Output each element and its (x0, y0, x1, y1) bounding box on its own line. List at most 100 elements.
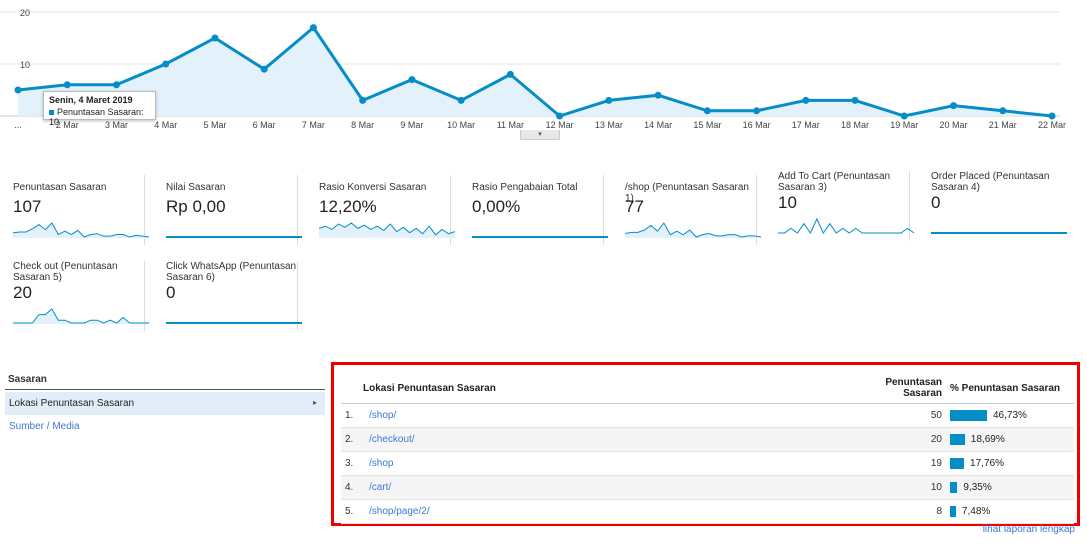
tooltip-title: Senin, 4 Maret 2019 (49, 95, 133, 105)
metric-order-placed[interactable]: Order Placed (Penuntasan Sasaran 4) 0 (918, 171, 1067, 241)
sasaran-item-lokasi[interactable]: Lokasi Penuntasan Sasaran ▸ (5, 392, 325, 415)
tooltip-text: Penuntasan Sasaran: 10 (49, 107, 150, 127)
data-point[interactable] (211, 34, 219, 42)
metric-check-out[interactable]: Check out (Penuntasan Sasaran 5) 20 (0, 261, 149, 331)
x-tick-label: 18 Mar (841, 120, 869, 130)
x-tick-label: 20 Mar (940, 120, 968, 130)
chart-collapse-button[interactable]: ▾ (520, 130, 560, 140)
row-page-link[interactable]: /shop/page/2/ (365, 499, 858, 524)
x-tick-label: 3 Mar (105, 120, 128, 130)
row-page-link[interactable]: /shop (365, 451, 858, 476)
table-body: 1. /shop/ 50 46,73% 2. /checkout/ 20 18,… (341, 403, 1074, 524)
pct-text: 9,35% (963, 482, 992, 494)
pct-bar (950, 505, 956, 517)
highlight-box (331, 362, 1080, 526)
data-point[interactable] (506, 70, 514, 78)
pct-text: 46,73% (993, 410, 1027, 422)
area-fill (18, 27, 1052, 117)
row-pct: 46,73% (946, 403, 1074, 428)
data-point[interactable] (851, 96, 859, 104)
sparkline-line (13, 222, 149, 238)
metric-sparkline (472, 236, 608, 238)
chart-tooltip: Senin, 4 Maret 2019 Penuntasan Sasaran: … (43, 91, 156, 127)
metric-label: Rasio Pengabaian Total (472, 182, 578, 193)
data-point[interactable] (14, 86, 22, 94)
data-point[interactable] (260, 65, 268, 73)
metric-sparkline (931, 232, 1067, 234)
sparkline-fill (319, 223, 455, 238)
data-point[interactable] (309, 24, 317, 32)
table-row: 4. /cart/ 10 9,35% (341, 475, 1074, 500)
sparkline-line (625, 222, 761, 238)
metric-sparkline (166, 322, 302, 324)
row-number: 5. (341, 499, 365, 524)
row-pct: 9,35% (946, 475, 1074, 500)
pct-bar (950, 481, 958, 493)
page-path[interactable]: /shop (369, 458, 394, 469)
data-point[interactable] (359, 96, 367, 104)
data-point[interactable] (408, 76, 416, 84)
metric-value: 77 (625, 197, 644, 216)
x-tick-label: 22 Mar (1038, 120, 1066, 130)
metric-label: Nilai Sasaran (166, 182, 226, 193)
y-tick-label: 20 (20, 8, 30, 18)
metric-rasio-konversi[interactable]: Rasio Konversi Sasaran 12,20% (306, 175, 455, 245)
column-header-lokasi[interactable]: Lokasi Penuntasan Sasaran (341, 373, 858, 404)
full-report-link[interactable]: lihat laporan lengkap (982, 524, 1075, 535)
metric-value: 20 (13, 283, 32, 302)
x-tick-label: 6 Mar (253, 120, 276, 130)
pct-bar (950, 433, 965, 445)
report-table: Lokasi Penuntasan Sasaran Penuntasan Sas… (341, 373, 1074, 524)
metric-click-whatsapp[interactable]: Click WhatsApp (Penuntasan Sasaran 6) 0 (153, 261, 302, 331)
metric-nilai-sasaran[interactable]: Nilai Sasaran Rp 0,00 (153, 175, 302, 245)
data-point[interactable] (999, 107, 1007, 115)
data-point[interactable] (703, 107, 711, 115)
data-point[interactable] (112, 81, 120, 89)
metric-shop[interactable]: /shop (Penuntasan Sasaran 1) 77 (612, 175, 761, 245)
page-path[interactable]: /cart/ (369, 482, 392, 493)
column-header-pct[interactable]: % Penuntasan Sasaran (946, 373, 1074, 404)
data-point[interactable] (802, 96, 810, 104)
data-point[interactable] (457, 96, 465, 104)
data-point[interactable] (950, 102, 958, 110)
timeline-chart: 20 10... 2 Mar 3 Mar 4 Mar 5 Mar 6 Mar 7 Mar 8 M… (0, 8, 1066, 130)
data-point[interactable] (900, 112, 908, 120)
metric-add-to-cart[interactable]: Add To Cart (Penuntasan Sasaran 3) 10 (765, 171, 914, 241)
metric-value: 0 (166, 283, 176, 302)
row-page-link[interactable]: /shop/ (365, 403, 858, 428)
table-header-row: Lokasi Penuntasan Sasaran Penuntasan Sas… (341, 373, 1074, 404)
x-tick-label: 7 Mar (302, 120, 325, 130)
data-point[interactable] (162, 60, 170, 68)
page-path[interactable]: /checkout/ (369, 434, 415, 445)
row-number: 4. (341, 475, 365, 500)
sasaran-item-sumber-media[interactable]: Sumber / Media (9, 421, 80, 432)
sparkline-line (319, 222, 455, 236)
pct-text: 18,69% (970, 434, 1005, 446)
row-pct: 7,48% (946, 499, 1074, 524)
metric-sparkline (166, 236, 302, 238)
data-point[interactable] (63, 81, 71, 89)
metric-label: Order Placed (Penuntasan Sasaran 4) (931, 171, 1050, 193)
table-row: 5. /shop/page/2/ 8 7,48% (341, 499, 1074, 524)
x-tick-label: ... (14, 120, 22, 130)
metric-value: 0,00% (472, 197, 521, 216)
metric-sparkline (778, 217, 914, 235)
row-page-link[interactable]: /checkout/ (365, 427, 858, 452)
metric-value: 10 (778, 193, 797, 212)
data-point[interactable] (1048, 112, 1056, 120)
metric-rasio-pengabaian[interactable]: Rasio Pengabaian Total 0,00% (459, 175, 608, 245)
metric-label: Add To Cart (Penuntasan Sasaran 3) (778, 171, 891, 193)
page-path[interactable]: /shop/ (369, 410, 397, 421)
row-page-link[interactable]: /cart/ (365, 475, 858, 500)
sasaran-title: Sasaran (5, 370, 325, 390)
sasaran-item-label: Lokasi Penuntasan Sasaran (9, 398, 135, 409)
data-point[interactable] (556, 112, 564, 120)
data-point[interactable] (753, 107, 761, 115)
metric-penuntasan-sasaran[interactable]: Penuntasan Sasaran 107 (0, 175, 149, 245)
x-tick-label: 5 Mar (203, 120, 226, 130)
data-point[interactable] (605, 96, 613, 104)
page-path[interactable]: /shop/page/2/ (369, 506, 430, 517)
data-point[interactable] (654, 91, 662, 99)
column-header-penuntasan[interactable]: Penuntasan Sasaran (858, 373, 946, 404)
metric-label: Click WhatsApp (Penuntasan Sasaran 6) (166, 261, 297, 283)
